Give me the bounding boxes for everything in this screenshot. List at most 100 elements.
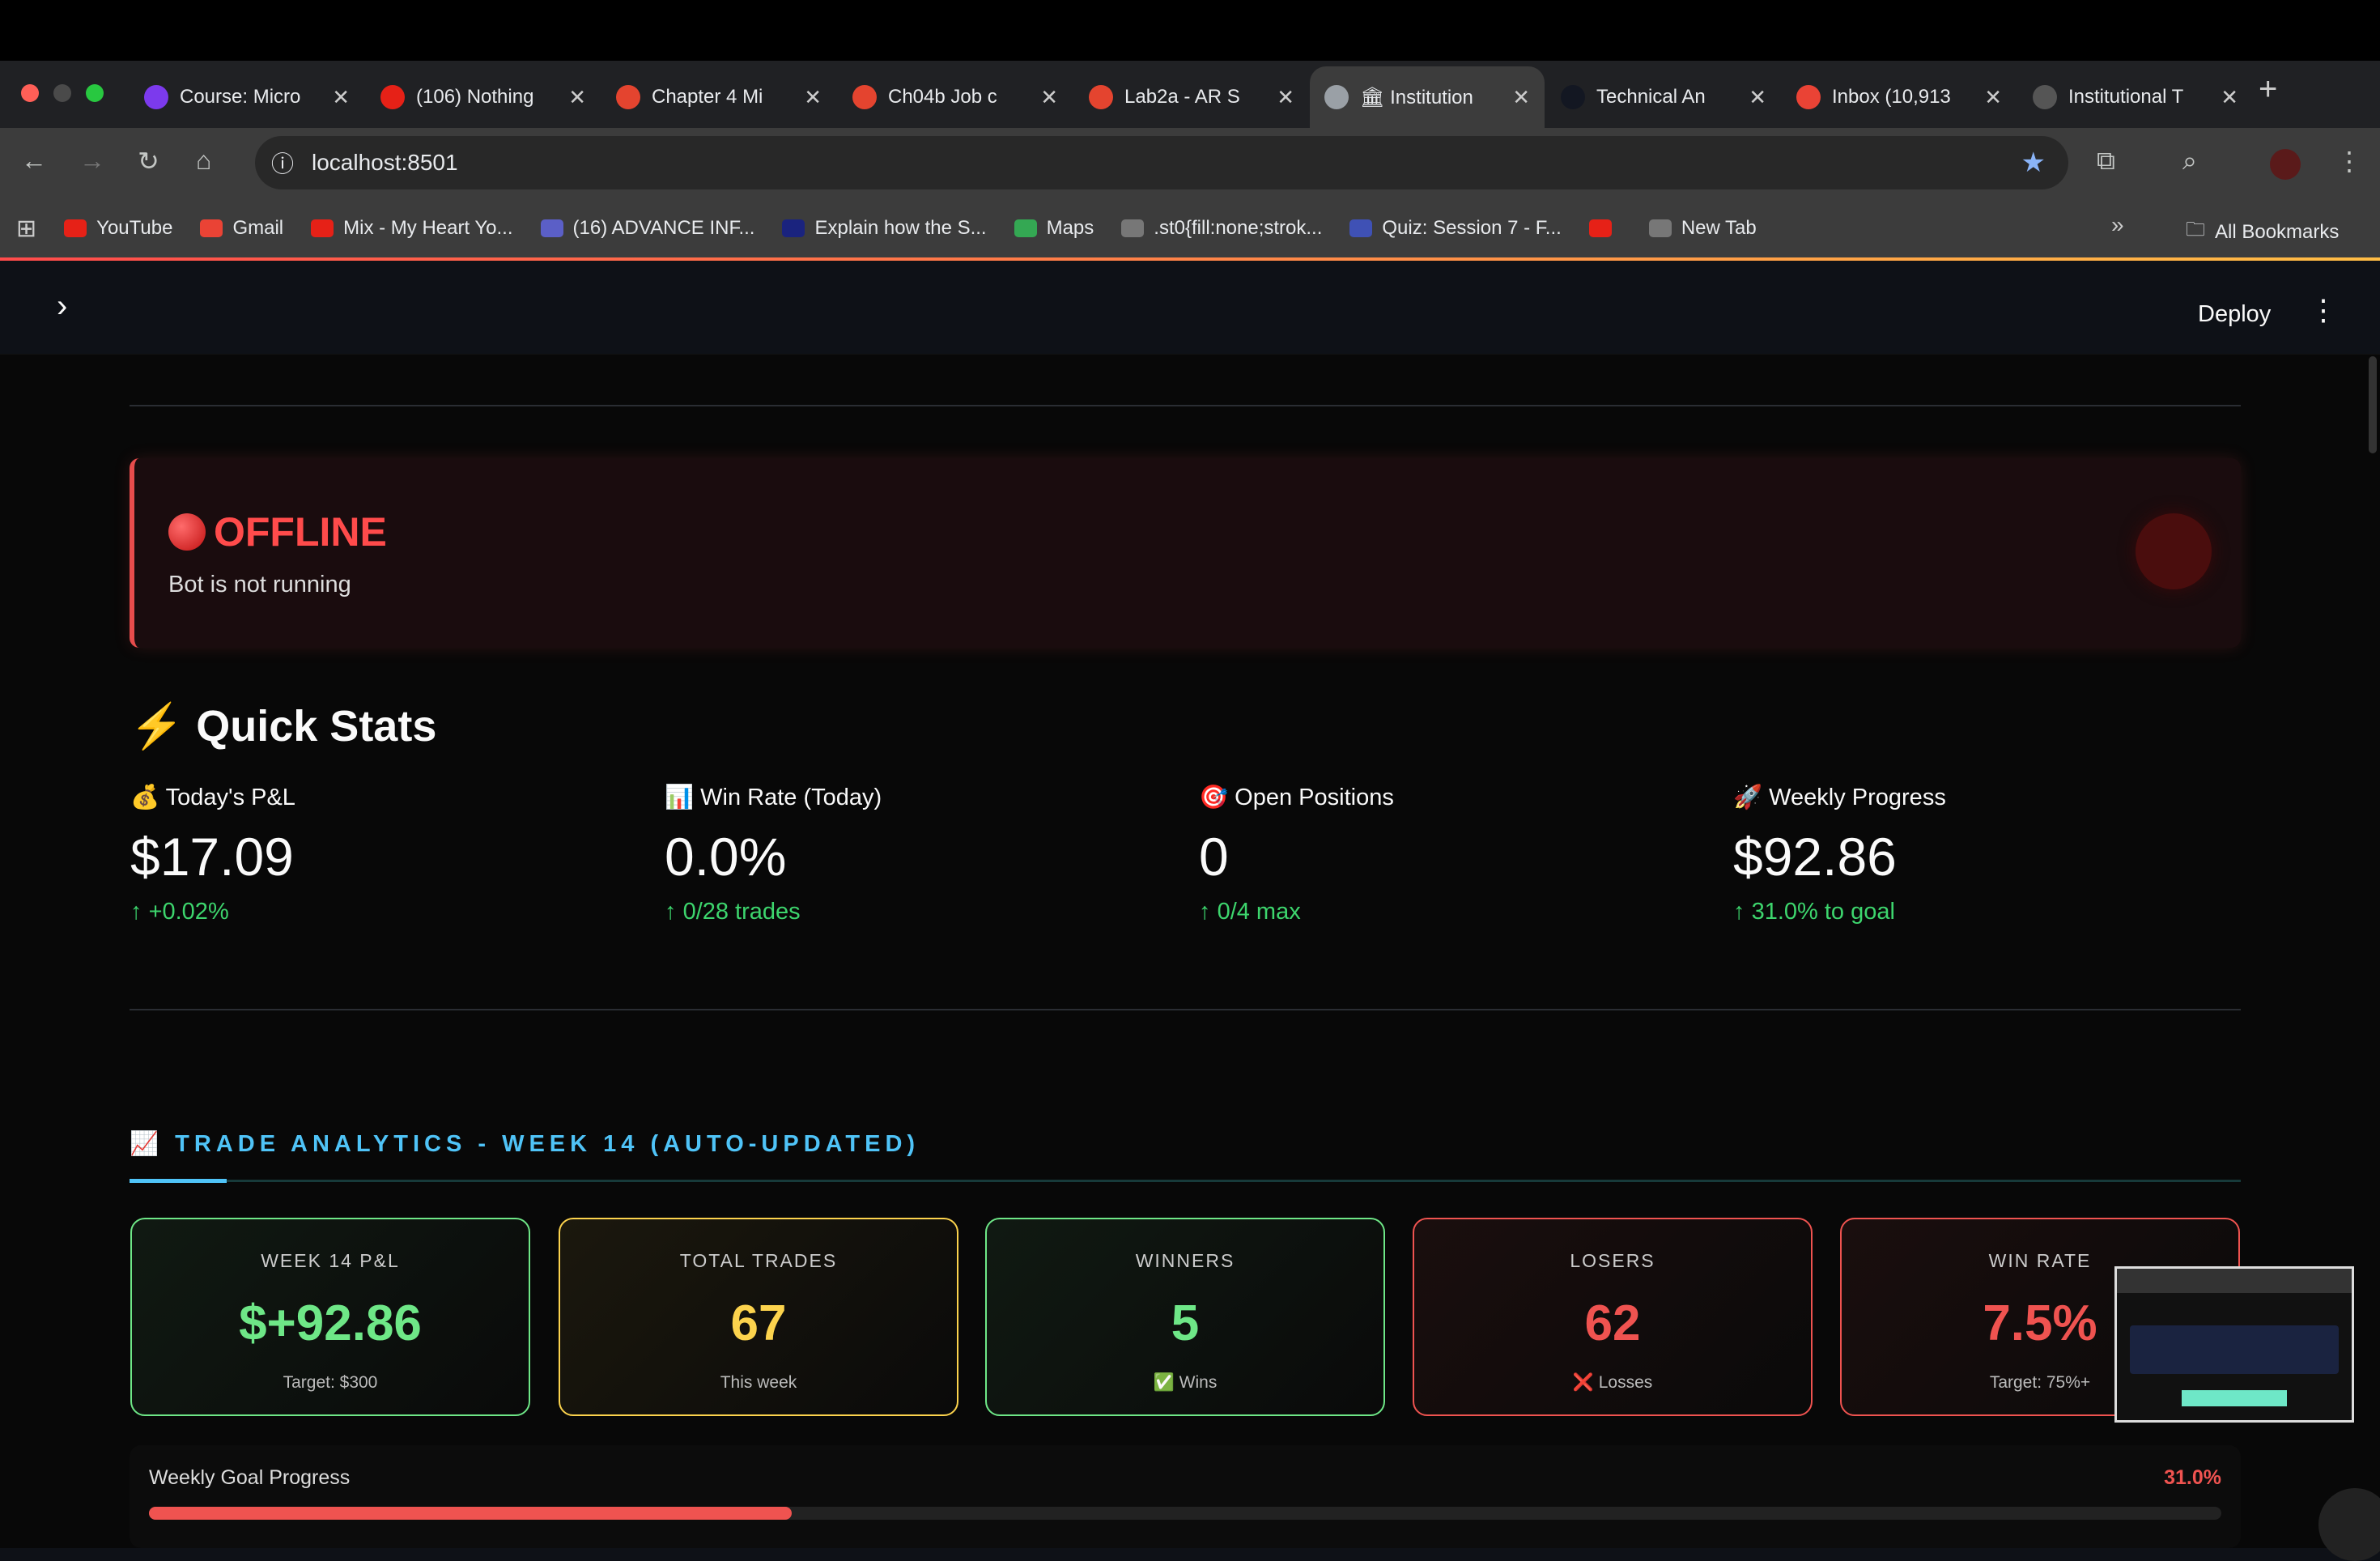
bookmark-item[interactable]: Quiz: Session 7 - F... [1349, 217, 1562, 240]
tab[interactable]: Lab2a - AR S ✕ [1074, 66, 1309, 128]
close-tab-icon[interactable]: ✕ [568, 84, 586, 109]
canvas-icon [1089, 85, 1113, 109]
app-header: › Deploy ⋮ [0, 261, 2380, 355]
extensions-icon[interactable]: ⧉ [2097, 146, 2115, 175]
maximize-window-button[interactable] [86, 84, 104, 102]
tab[interactable]: Institutional T ✕ [2018, 66, 2253, 128]
youtube-icon [311, 219, 334, 237]
tab[interactable]: Course: Micro ✕ [130, 66, 364, 128]
stat-label: 🚀 Weekly Progress [1733, 785, 1946, 810]
status-subtitle: Bot is not running [168, 572, 351, 598]
tab-title: Course: Micro [180, 86, 301, 108]
stat-delta: ↑ 31.0% to goal [1733, 899, 1895, 925]
card-label: WINNERS [1135, 1250, 1235, 1271]
site-info-icon[interactable]: ⓘ [271, 151, 295, 177]
bookmark-item[interactable]: .st0{fill:none;strok... [1121, 217, 1322, 240]
close-tab-icon[interactable]: ✕ [332, 84, 350, 109]
tab[interactable]: Inbox (10,913 ✕ [1782, 66, 2017, 128]
close-tab-icon[interactable]: ✕ [2221, 84, 2238, 109]
expand-sidebar-icon[interactable]: › [57, 288, 68, 324]
card-value: 7.5% [1983, 1295, 2097, 1351]
app-menu-icon[interactable]: ⋮ [2309, 293, 2338, 326]
card-subtitle: Target: $300 [283, 1373, 378, 1392]
divider [130, 1009, 2241, 1010]
all-bookmarks[interactable]: 🗀 All Bookmarks [2186, 215, 2339, 249]
new-tab-button[interactable]: + [2259, 71, 2278, 107]
bookmark-item[interactable]: Explain how the S... [782, 217, 987, 240]
bank-icon [1324, 85, 1349, 109]
bookmark-item[interactable] [1588, 219, 1621, 237]
bookmark-item[interactable]: (16) ADVANCE INF... [540, 217, 755, 240]
bookmark-label: Gmail [232, 217, 284, 239]
card-label: WIN RATE [1988, 1250, 2092, 1271]
bookmark-item[interactable]: YouTube [64, 217, 172, 240]
back-icon[interactable]: ← [21, 146, 47, 175]
close-tab-icon[interactable]: ✕ [1984, 84, 2002, 109]
reload-icon[interactable]: ↻ [138, 147, 159, 176]
tab-title: (106) Nothing [416, 86, 534, 108]
red-circle-icon [168, 513, 206, 551]
home-icon[interactable]: ⌂ [196, 146, 212, 175]
close-tab-icon[interactable]: ✕ [1277, 84, 1294, 109]
tab-title: Ch04b Job c [888, 86, 997, 108]
goal-value: 31.0% [2164, 1466, 2221, 1489]
gmail-icon [1796, 85, 1821, 109]
stat-delta: ↑ +0.02% [130, 899, 229, 925]
tab[interactable]: 🏛 Institution ✕ [1310, 66, 1545, 128]
bookmark-item[interactable]: Gmail [200, 217, 283, 240]
address-bar[interactable]: ⓘ localhost:8501 ★ [255, 136, 2068, 189]
bookmark-item[interactable]: Mix - My Heart Yo... [311, 217, 513, 240]
close-tab-icon[interactable]: ✕ [804, 84, 822, 109]
tab-search-icon[interactable]: ⌕ [2182, 146, 2197, 175]
card-value: $+92.86 [239, 1295, 422, 1351]
forward-icon[interactable]: → [79, 146, 105, 175]
os-menubar [0, 0, 2380, 61]
canvas-icon [616, 85, 640, 109]
arrow-up-icon: ↑ [1733, 899, 1752, 925]
folder-icon: 🗀 [2186, 219, 2205, 240]
card-value: 5 [1171, 1295, 1200, 1351]
tab[interactable]: Technical An ✕ [1546, 66, 1781, 128]
youtube-icon [380, 85, 405, 109]
screenshot-thumbnail[interactable] [2114, 1266, 2354, 1423]
analytics-card: LOSERS 62 ❌ Losses [1413, 1218, 1813, 1416]
course-icon [144, 85, 168, 109]
teams-icon [540, 219, 563, 237]
stat-delta: ↑ 0/4 max [1199, 899, 1301, 925]
goal-progress-fill [149, 1507, 792, 1520]
tab-title: Technical An [1596, 86, 1706, 108]
tab-title: Institutional T [2068, 86, 2184, 108]
bookmark-star-icon[interactable]: ★ [2021, 147, 2046, 178]
tab[interactable]: Ch04b Job c ✕ [838, 66, 1073, 128]
tab[interactable]: Chapter 4 Mi ✕ [601, 66, 836, 128]
deploy-button[interactable]: Deploy [2198, 301, 2272, 327]
heading-underline [130, 1179, 227, 1183]
close-window-button[interactable] [21, 84, 39, 102]
divider [130, 405, 2241, 406]
openai-icon [2033, 85, 2057, 109]
bookmark-label: Quiz: Session 7 - F... [1382, 217, 1562, 239]
more-bookmarks-icon[interactable]: » [2111, 212, 2124, 237]
bookmark-label: (16) ADVANCE INF... [572, 217, 755, 239]
card-value: 62 [1584, 1295, 1641, 1351]
analytics-heading: 📈 TRADE ANALYTICS - WEEK 14 (AUTO-UPDATE… [130, 1131, 920, 1157]
bookmark-item[interactable]: New Tab [1648, 217, 1757, 240]
scrollbar[interactable] [2369, 356, 2377, 453]
bookmark-item[interactable]: Maps [1014, 217, 1094, 240]
close-tab-icon[interactable]: ✕ [1040, 84, 1058, 109]
apps-grid-icon[interactable]: ⊞ [16, 215, 37, 242]
browser-menu-icon[interactable]: ⋮ [2336, 147, 2362, 176]
close-tab-icon[interactable]: ✕ [1512, 84, 1530, 109]
bookmark-label: Maps [1046, 217, 1094, 239]
card-subtitle: ✅ Wins [1153, 1373, 1218, 1392]
maps-icon [1014, 219, 1037, 237]
minimize-window-button[interactable] [53, 84, 71, 102]
tab[interactable]: (106) Nothing ✕ [366, 66, 601, 128]
canvas-icon [852, 85, 877, 109]
heading-rule [130, 1180, 2241, 1182]
card-value: 67 [730, 1295, 787, 1351]
close-tab-icon[interactable]: ✕ [1749, 84, 1766, 109]
profile-avatar[interactable] [2270, 149, 2301, 180]
arrow-up-icon: ↑ [130, 899, 149, 925]
chrome-icon[interactable] [2318, 1488, 2380, 1561]
